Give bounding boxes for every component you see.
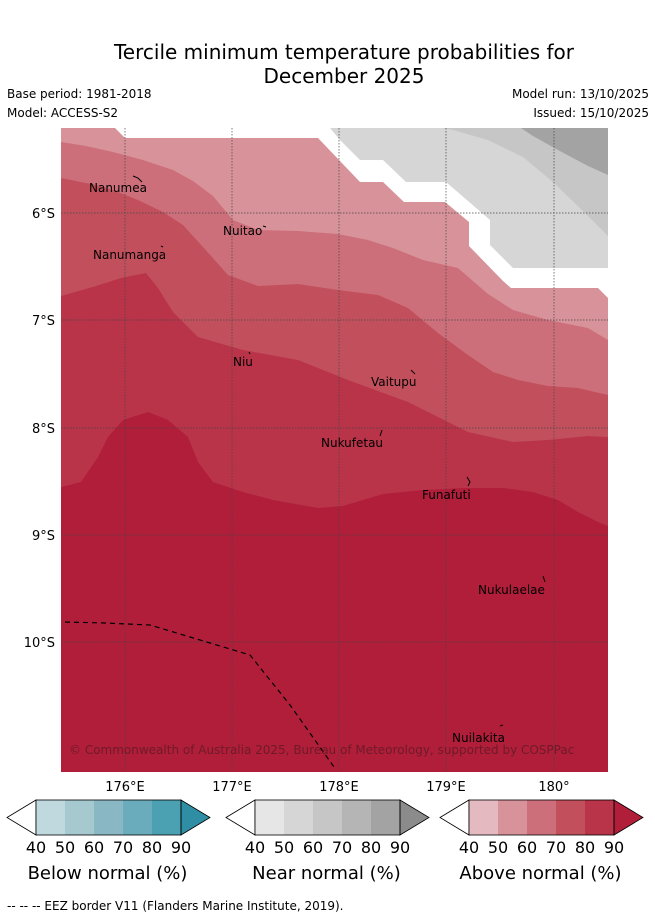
colorbar-tick: 90 [390, 838, 410, 857]
colorbar-segment [342, 800, 371, 835]
lon-tick: 177°E [212, 780, 252, 795]
colorbar-label-above: Above normal (%) [459, 863, 622, 884]
colorbar-tick: 60 [517, 838, 537, 857]
zone-near-60 [443, 128, 608, 236]
place-label: Funafuti [422, 488, 471, 502]
colorbar-1: 40 50 60 70 80 90 [225, 799, 430, 857]
colorbar-2: 40 50 60 70 80 90 [439, 799, 644, 857]
colorbar-segment [36, 800, 65, 835]
zone-near-70 [521, 128, 608, 175]
colorbar-outline [468, 799, 615, 836]
colorbar-tick: 70 [332, 838, 352, 857]
island-nuitao [262, 225, 267, 228]
copyright-notice: © Commonwealth of Australia 2025, Bureau… [69, 743, 574, 757]
colorbar-tick: 50 [55, 838, 75, 857]
colorbar-segment [469, 800, 498, 835]
place-label: Nukulaelae [478, 583, 545, 597]
colorbar-segment [498, 800, 527, 835]
model-name: Model: ACCESS-S2 [7, 106, 119, 120]
colorbar-tick: 90 [171, 838, 191, 857]
colorbar-extend-low [439, 799, 470, 836]
colorbar-segment [94, 800, 123, 835]
colorbar-segment [585, 800, 614, 835]
colorbar-label-near: Near normal (%) [252, 863, 401, 884]
lon-tick: 176°E [105, 780, 145, 795]
place-label: Nuilakita [452, 731, 505, 745]
colorbar-segment [527, 800, 556, 835]
island-vaitupu [410, 369, 416, 375]
colorbar-segment [313, 800, 342, 835]
issued-date: Issued: 15/10/2025 [533, 106, 649, 120]
lat-tick: 9°S [32, 529, 55, 544]
colorbar-extend-high [399, 799, 430, 836]
title-line-1: Tercile minimum temperature probabilitie… [113, 40, 575, 64]
island-nanumanga [160, 245, 164, 248]
island-nukufetau [379, 429, 383, 437]
colorbar-tick: 80 [575, 838, 595, 857]
colorbar-segment [556, 800, 585, 835]
island-nuilakita [499, 724, 504, 727]
colorbar-tick: 40 [26, 838, 46, 857]
colorbar-outline [254, 799, 401, 836]
lat-tick: 10°S [24, 636, 55, 651]
title-line-2: December 2025 [263, 64, 425, 88]
graticule [61, 128, 608, 772]
eez-legend-note: -- -- -- EEZ border V11 (Flanders Marine… [7, 899, 344, 913]
chart-title: Tercile minimum temperature probabilitie… [0, 40, 655, 88]
colorbar-extend-high [613, 799, 644, 836]
longitude-ticks: 176°E 177°E 178°E 179°E 180° [105, 780, 569, 795]
colorbar-tick: 70 [113, 838, 133, 857]
island-niu [248, 351, 251, 355]
eez-border [64, 621, 335, 768]
lat-tick: 7°S [32, 314, 55, 329]
colorbar-tick: 50 [488, 838, 508, 857]
colorbar-segment [123, 800, 152, 835]
colorbar-segment [255, 800, 284, 835]
place-label: Nukufetau [321, 436, 383, 450]
island-nukulaelae [542, 575, 546, 583]
colorbar-tick: 90 [604, 838, 624, 857]
colorbar-tick: 60 [84, 838, 104, 857]
colorbar-tick: 70 [546, 838, 566, 857]
colorbar-segment [152, 800, 181, 835]
place-label: Nanumea [89, 181, 147, 195]
island-funafuti [466, 476, 471, 487]
place-label: Niu [233, 355, 253, 369]
island-nanumea [132, 175, 143, 183]
colorbar-tick: 80 [142, 838, 162, 857]
islands [132, 175, 546, 727]
place-label: Nanumanga [93, 248, 166, 262]
colorbar-segment [371, 800, 400, 835]
colorbar-extend-low [225, 799, 256, 836]
latitude-ticks: 6°S 7°S 8°S 9°S 10°S [24, 207, 55, 651]
colorbar-label-below: Below normal (%) [27, 863, 188, 884]
lon-tick: 179°E [426, 780, 466, 795]
colorbar-segment [65, 800, 94, 835]
lon-tick: 180° [538, 780, 569, 795]
colorbar-tick: 40 [459, 838, 479, 857]
colorbar-extend-high [180, 799, 211, 836]
map-fill: Nanumea Nuitao Nanumanga Niu Vaitupu Nuk… [61, 128, 608, 772]
colorbar-0: 40 50 60 70 80 90 [6, 799, 211, 857]
colorbar-segment [284, 800, 313, 835]
place-labels: Nanumea Nuitao Nanumanga Niu Vaitupu Nuk… [89, 181, 545, 745]
lat-tick: 8°S [32, 422, 55, 437]
lat-tick: 6°S [32, 207, 55, 222]
colorbar-tick: 50 [274, 838, 294, 857]
colorbar-tick: 40 [245, 838, 265, 857]
colorbar-outline [35, 799, 182, 836]
base-period: Base period: 1981-2018 [7, 87, 152, 101]
colorbar-extend-low [6, 799, 37, 836]
colorbars: 40 50 60 70 80 90 40 50 60 70 80 90 40 50 60 70 80 90 [6, 799, 644, 857]
place-label: Nuitao [223, 224, 262, 238]
place-label: Vaitupu [371, 375, 417, 389]
colorbar-tick: 80 [361, 838, 381, 857]
colorbar-tick: 60 [303, 838, 323, 857]
model-run: Model run: 13/10/2025 [511, 87, 649, 101]
lon-tick: 178°E [319, 780, 359, 795]
